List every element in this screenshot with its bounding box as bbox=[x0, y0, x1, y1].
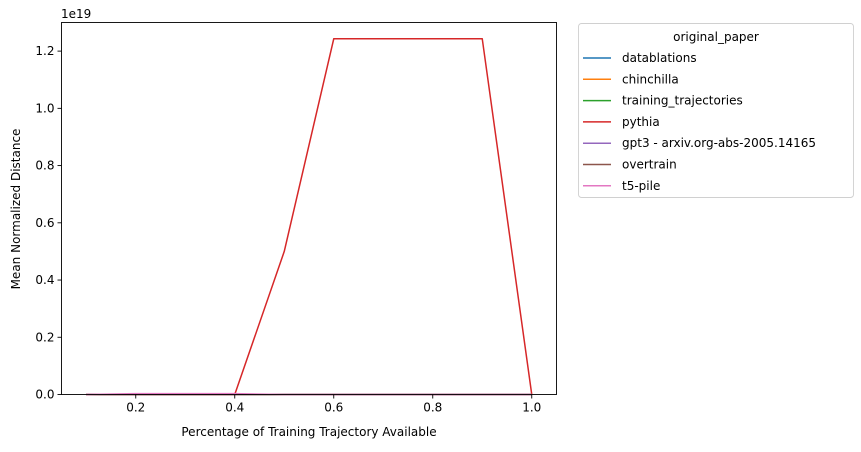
x-tick-label: 0.8 bbox=[423, 401, 442, 415]
legend-label: chinchilla bbox=[622, 72, 679, 86]
x-tick-label: 0.4 bbox=[225, 401, 244, 415]
series-layer bbox=[86, 38, 533, 396]
legend-label: overtrain bbox=[622, 158, 677, 172]
y-tick-label: 0.2 bbox=[35, 330, 54, 344]
x-tick-label: 0.2 bbox=[126, 401, 145, 415]
x-axis-ticks: 0.2 0.4 0.6 0.8 1.0 bbox=[126, 394, 541, 415]
y-tick-label: 0.6 bbox=[35, 216, 54, 230]
plot-frame bbox=[61, 22, 557, 395]
legend: original_paper datablations chinchilla tra… bbox=[578, 23, 854, 198]
x-tick-label: 0.6 bbox=[324, 401, 343, 415]
legend-label: datablations bbox=[622, 51, 697, 65]
legend-label: t5-pile bbox=[622, 179, 660, 193]
legend-entries: datablations chinchilla training_trajector… bbox=[583, 51, 816, 193]
y-axis-label: Mean Normalized Distance bbox=[9, 129, 23, 290]
legend-frame bbox=[578, 23, 854, 198]
legend-label: training_trajectories bbox=[622, 94, 743, 108]
y-tick-label: 0.0 bbox=[35, 388, 54, 402]
legend-title: original_paper bbox=[673, 30, 759, 44]
x-tick-label: 1.0 bbox=[522, 401, 541, 415]
legend-label: pythia bbox=[622, 115, 660, 129]
series-line-pythia bbox=[86, 38, 533, 396]
x-axis-label: Percentage of Training Trajectory Availa… bbox=[181, 425, 436, 439]
legend-label: gpt3 - arxiv.org-abs-2005.14165 bbox=[622, 136, 816, 150]
y-tick-label: 1.0 bbox=[35, 101, 54, 115]
y-axis-ticks: 0.0 0.2 0.4 0.6 0.8 1.0 1.2 bbox=[35, 44, 62, 402]
y-offset-label: 1e19 bbox=[61, 7, 91, 21]
y-tick-label: 0.8 bbox=[35, 159, 54, 173]
y-tick-label: 1.2 bbox=[35, 44, 54, 58]
y-tick-label: 0.4 bbox=[35, 273, 54, 287]
